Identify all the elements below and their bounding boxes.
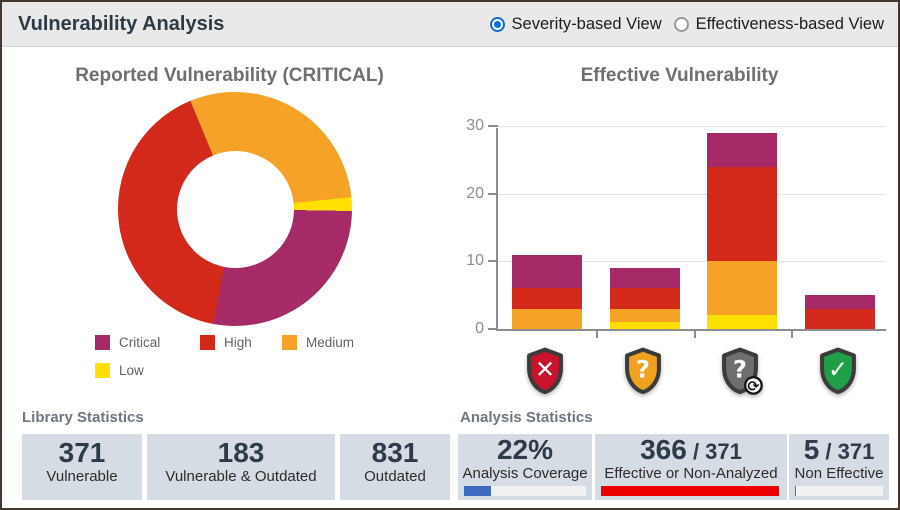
legend-swatch-high	[200, 335, 215, 350]
effective-progress-bar	[601, 486, 781, 496]
y-tick-30	[488, 125, 498, 127]
y-tick-label-10: 10	[466, 252, 484, 270]
bar-shield-check	[805, 128, 875, 329]
bar-shield-question-critical-segment	[610, 268, 680, 289]
x-tick-3	[791, 329, 793, 338]
bar-shield-question-medium-segment	[610, 308, 680, 323]
y-tick-20	[488, 192, 498, 195]
bar-shield-check-critical-segment	[805, 295, 875, 309]
stat-value: 366 / 371	[640, 434, 742, 465]
non-effective-progress-bar	[795, 486, 883, 496]
bar-shield-analyzing-low-segment	[707, 315, 777, 329]
legend-item-low: Low	[95, 363, 200, 378]
effective-progress-fill	[601, 486, 779, 496]
stat-box-analysis-coverage: 22% Analysis Coverage	[458, 434, 592, 500]
stat-value: 371	[58, 437, 106, 468]
stat-box-non-effective: 5 / 371 Non Effective	[789, 434, 889, 500]
svg-text:✕: ✕	[535, 356, 555, 384]
radio-effectiveness-view[interactable]: Effectiveness-based View	[673, 14, 884, 34]
radio-effectiveness-label[interactable]: Effectiveness-based View	[695, 14, 884, 33]
radio-selected-icon[interactable]	[489, 16, 505, 32]
page-title: Vulnerability Analysis	[18, 12, 225, 35]
bar-shield-analyzing-medium-segment	[707, 261, 777, 316]
stat-box-effective-or-non-analyzed: 366 / 371 Effective or Non-Analyzed	[595, 434, 787, 500]
bar-shield-question	[610, 128, 680, 329]
stat-box-vulnerable: 371 Vulnerable	[22, 434, 142, 500]
legend-swatch-medium	[282, 335, 297, 350]
svg-text:⟳: ⟳	[747, 379, 759, 395]
radio-unselected-icon[interactable]	[673, 16, 689, 32]
shield-check-icon: ✓	[815, 347, 861, 402]
library-statistics-heading: Library Statistics	[22, 409, 144, 426]
stat-box-outdated: 831 Outdated	[340, 434, 450, 500]
stat-value: 831	[371, 437, 419, 468]
legend-item-critical: Critical	[95, 335, 200, 350]
svg-text:?: ?	[733, 356, 747, 384]
y-tick-label-20: 20	[466, 184, 484, 202]
x-tick-2	[693, 329, 696, 338]
gridline-20	[498, 193, 886, 195]
stat-value: 5 / 371	[803, 434, 875, 465]
legend-swatch-low	[95, 363, 110, 378]
bar-chart-title: Effective Vulnerability	[580, 65, 779, 86]
shield-analyzing-icon: ? ⟳	[717, 347, 763, 402]
donut-hole	[176, 150, 294, 268]
y-tick-label-0: 0	[475, 320, 484, 337]
bar-shield-check-high-segment	[805, 308, 875, 329]
analysis-statistics-heading: Analysis Statistics	[460, 409, 593, 426]
legend-swatch-critical	[95, 335, 110, 350]
legend-label-medium: Medium	[306, 335, 355, 350]
view-toggle-group: Severity-based View Effectiveness-based …	[489, 14, 884, 34]
bar-shield-x-critical-segment	[512, 254, 582, 289]
donut-legend: Critical High Medium Low	[95, 335, 354, 378]
stat-label: Vulnerable	[46, 468, 118, 485]
stat-label: Vulnerable & Outdated	[165, 468, 317, 485]
stat-label: Outdated	[364, 468, 426, 485]
bar-shield-x-medium-segment	[512, 308, 582, 329]
radio-severity-label[interactable]: Severity-based View	[511, 14, 662, 33]
legend-item-high: High	[200, 335, 282, 350]
effective-vulnerability-panel: Effective Vulnerability 0 10 20 30 ✕ ? ? ⟳ …	[457, 48, 898, 402]
x-tick-1	[596, 329, 598, 338]
stat-box-vulnerable-outdated: 183 Vulnerable & Outdated	[147, 434, 335, 500]
gridline-10	[498, 261, 886, 263]
donut-chart	[118, 92, 352, 326]
donut-chart-title: Reported Vulnerability (CRITICAL)	[75, 65, 384, 86]
svg-text:✓: ✓	[828, 356, 848, 384]
stat-label: Analysis Coverage	[462, 465, 588, 482]
bar-plot-area: 0 10 20 30	[466, 117, 886, 338]
legend-label-critical: Critical	[119, 335, 161, 350]
reported-vulnerability-panel: Reported Vulnerability (CRITICAL) Critic…	[2, 48, 457, 402]
coverage-progress-fill	[464, 486, 491, 496]
legend-label-low: Low	[119, 363, 144, 378]
bar-shield-question-high-segment	[610, 288, 680, 309]
bar-shield-question-low-segment	[610, 322, 680, 329]
shield-x-icon: ✕	[522, 347, 568, 402]
radio-severity-view[interactable]: Severity-based View	[489, 14, 662, 34]
bar-shield-x	[512, 128, 582, 329]
svg-text:?: ?	[636, 356, 650, 384]
coverage-progress-bar	[464, 486, 586, 496]
gridline-30	[498, 126, 886, 127]
stat-value: 22%	[496, 434, 554, 465]
bar-shield-analyzing-high-segment	[707, 166, 777, 262]
bar-category-icons: ✕ ? ? ⟳ ✓	[496, 347, 886, 399]
bar-shield-analyzing-critical-segment	[707, 132, 777, 167]
y-tick-0	[488, 328, 498, 330]
shield-question-icon: ?	[620, 347, 666, 402]
header: Vulnerability Analysis Severity-based Vi…	[2, 2, 898, 47]
legend-label-high: High	[224, 335, 252, 350]
y-tick-10	[488, 260, 498, 263]
non-effective-progress-fill	[795, 486, 797, 496]
stat-label: Non Effective	[794, 465, 884, 482]
bar-shield-x-high-segment	[512, 288, 582, 309]
y-tick-label-30: 30	[466, 117, 484, 134]
stat-value: 183	[217, 437, 265, 468]
bar-shield-analyzing	[707, 128, 777, 329]
legend-item-medium: Medium	[282, 335, 354, 350]
stat-label: Effective or Non-Analyzed	[604, 465, 778, 482]
